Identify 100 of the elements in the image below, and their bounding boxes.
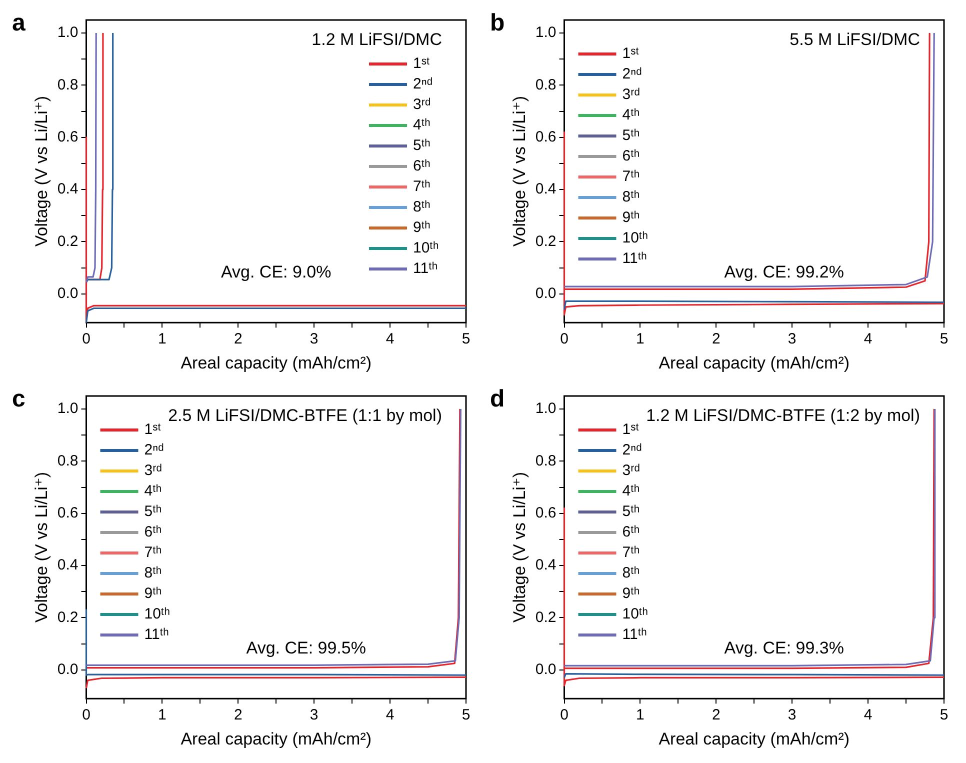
legend-label: 8ᵗʰ (622, 564, 640, 582)
legend-label: 3ʳᵈ (622, 86, 640, 104)
x-axis-title: Areal capacity (mAh/cm²) (658, 353, 850, 372)
y-tick-label: 1.0 (535, 24, 556, 42)
y-tick-label: 0.8 (535, 452, 556, 470)
legend-label: 8ᵗʰ (622, 188, 640, 206)
legend-label: 7ᵗʰ (622, 168, 640, 186)
legend-label: 3ʳᵈ (144, 462, 162, 480)
x-tick-label: 0 (82, 330, 90, 348)
y-tick-label: 0.2 (535, 608, 556, 626)
text: a (12, 10, 26, 37)
x-tick-label: 5 (940, 330, 948, 348)
y-axis-title: Voltage (V vs Li/Li⁺) (510, 96, 529, 247)
x-tick-label: 0 (560, 330, 568, 348)
x-tick-label: 0 (82, 706, 90, 724)
x-tick-label: 1 (636, 706, 644, 724)
legend-label: 4ᵗʰ (144, 482, 162, 500)
y-tick-label: 0.0 (57, 661, 78, 678)
y-tick-label: 0.4 (57, 180, 78, 198)
x-tick-label: 3 (310, 330, 318, 348)
x-tick-label: 2 (234, 330, 242, 348)
legend-label: 10ᵗʰ (622, 606, 648, 623)
y-axis-title: Voltage (V vs Li/Li⁺) (32, 472, 51, 623)
y-tick-label: 0.4 (57, 556, 78, 574)
legend-label: 2ⁿᵈ (144, 442, 164, 459)
text: 1.2 M LiFSI/DMC (312, 30, 442, 50)
annotation: Avg. CE: 99.3% (724, 638, 844, 658)
text: b (490, 10, 505, 37)
legend-label: 1ˢᵗ (413, 55, 430, 72)
legend-label: 9ᵗʰ (144, 585, 162, 602)
x-tick-label: 5 (462, 706, 470, 724)
legend-label: 4ᵗʰ (622, 106, 640, 124)
y-tick-label: 0.6 (57, 504, 78, 522)
legend-label: 2ⁿᵈ (622, 442, 642, 459)
legend-label: 11ᵗʰ (622, 250, 648, 268)
text: 1.2 M LiFSI/DMC-BTFE (1:2 by mol) (646, 406, 920, 426)
legend-label: 1ˢᵗ (144, 421, 161, 438)
legend-label: 5ᵗʰ (622, 127, 640, 144)
legend-label: 6ᵗʰ (144, 524, 162, 541)
y-tick-label: 0.0 (535, 285, 556, 302)
legend-label: 10ᵗʰ (144, 606, 170, 623)
y-tick-label: 0.2 (57, 232, 78, 250)
x-axis-title: Areal capacity (mAh/cm²) (658, 729, 850, 748)
x-tick-label: 1 (158, 330, 166, 348)
y-tick-label: 0.0 (535, 661, 556, 678)
y-tick-label: 1.0 (535, 400, 556, 418)
legend-label: 2ⁿᵈ (413, 76, 433, 93)
legend-label: 11ᵗʰ (144, 626, 170, 644)
annotation: Avg. CE: 99.2% (724, 262, 844, 282)
legend-label: 5ᵗʰ (622, 503, 640, 520)
y-tick-label: 0.4 (535, 556, 556, 574)
y-tick-label: 0.2 (57, 608, 78, 626)
y-tick-label: 0.6 (535, 128, 556, 146)
legend-label: 10ᵗʰ (622, 230, 648, 247)
legend-label: 5ᵗʰ (413, 137, 431, 154)
legend-label: 4ᵗʰ (622, 482, 640, 500)
x-tick-label: 4 (864, 706, 872, 724)
y-tick-label: 1.0 (57, 24, 78, 42)
legend-label: 9ᵗʰ (622, 209, 640, 226)
legend-label: 7ᵗʰ (622, 544, 640, 562)
y-tick-label: 1.0 (57, 400, 78, 418)
y-tick-label: 0.2 (535, 232, 556, 250)
legend-label: 7ᵗʰ (144, 544, 162, 562)
annotation: Avg. CE: 99.5% (246, 638, 366, 658)
legend-label: 1ˢᵗ (622, 45, 639, 62)
y-tick-label: 0.8 (535, 76, 556, 94)
legend-label: 8ᵗʰ (413, 198, 431, 216)
legend-label: 2ⁿᵈ (622, 66, 642, 83)
y-tick-label: 0.6 (57, 128, 78, 146)
legend-label: 1ˢᵗ (622, 421, 639, 438)
x-axis-title: Areal capacity (mAh/cm²) (180, 353, 372, 372)
x-tick-label: 3 (788, 706, 796, 724)
y-tick-label: 0.8 (57, 76, 78, 94)
legend-label: 6ᵗʰ (622, 524, 640, 541)
x-tick-label: 0 (560, 706, 568, 724)
x-tick-label: 1 (158, 706, 166, 724)
text: c (12, 386, 26, 413)
x-tick-label: 4 (386, 330, 394, 348)
x-tick-label: 4 (864, 330, 872, 348)
legend-label: 7ᵗʰ (413, 178, 431, 196)
legend-label: 5ᵗʰ (144, 503, 162, 520)
x-tick-label: 2 (234, 706, 242, 724)
legend-label: 3ʳᵈ (413, 96, 431, 114)
x-tick-label: 2 (712, 706, 720, 724)
legend-label: 11ᵗʰ (413, 260, 438, 278)
legend-label: 8ᵗʰ (144, 564, 162, 582)
legend-label: 4ᵗʰ (413, 116, 431, 134)
y-tick-label: 0.8 (57, 452, 78, 470)
x-tick-label: 4 (386, 706, 394, 724)
legend-label: 6ᵗʰ (413, 158, 431, 175)
text: 5.5 M LiFSI/DMC (790, 30, 920, 50)
y-axis-title: Voltage (V vs Li/Li⁺) (32, 96, 51, 247)
legend-label: 9ᵗʰ (413, 219, 431, 236)
y-tick-label: 0.0 (57, 285, 78, 302)
y-tick-label: 0.4 (535, 180, 556, 198)
x-tick-label: 2 (712, 330, 720, 348)
legend-label: 11ᵗʰ (622, 626, 648, 644)
x-tick-label: 3 (788, 330, 796, 348)
text: 2.5 M LiFSI/DMC-BTFE (1:1 by mol) (168, 406, 442, 426)
legend-label: 10ᵗʰ (413, 240, 439, 257)
